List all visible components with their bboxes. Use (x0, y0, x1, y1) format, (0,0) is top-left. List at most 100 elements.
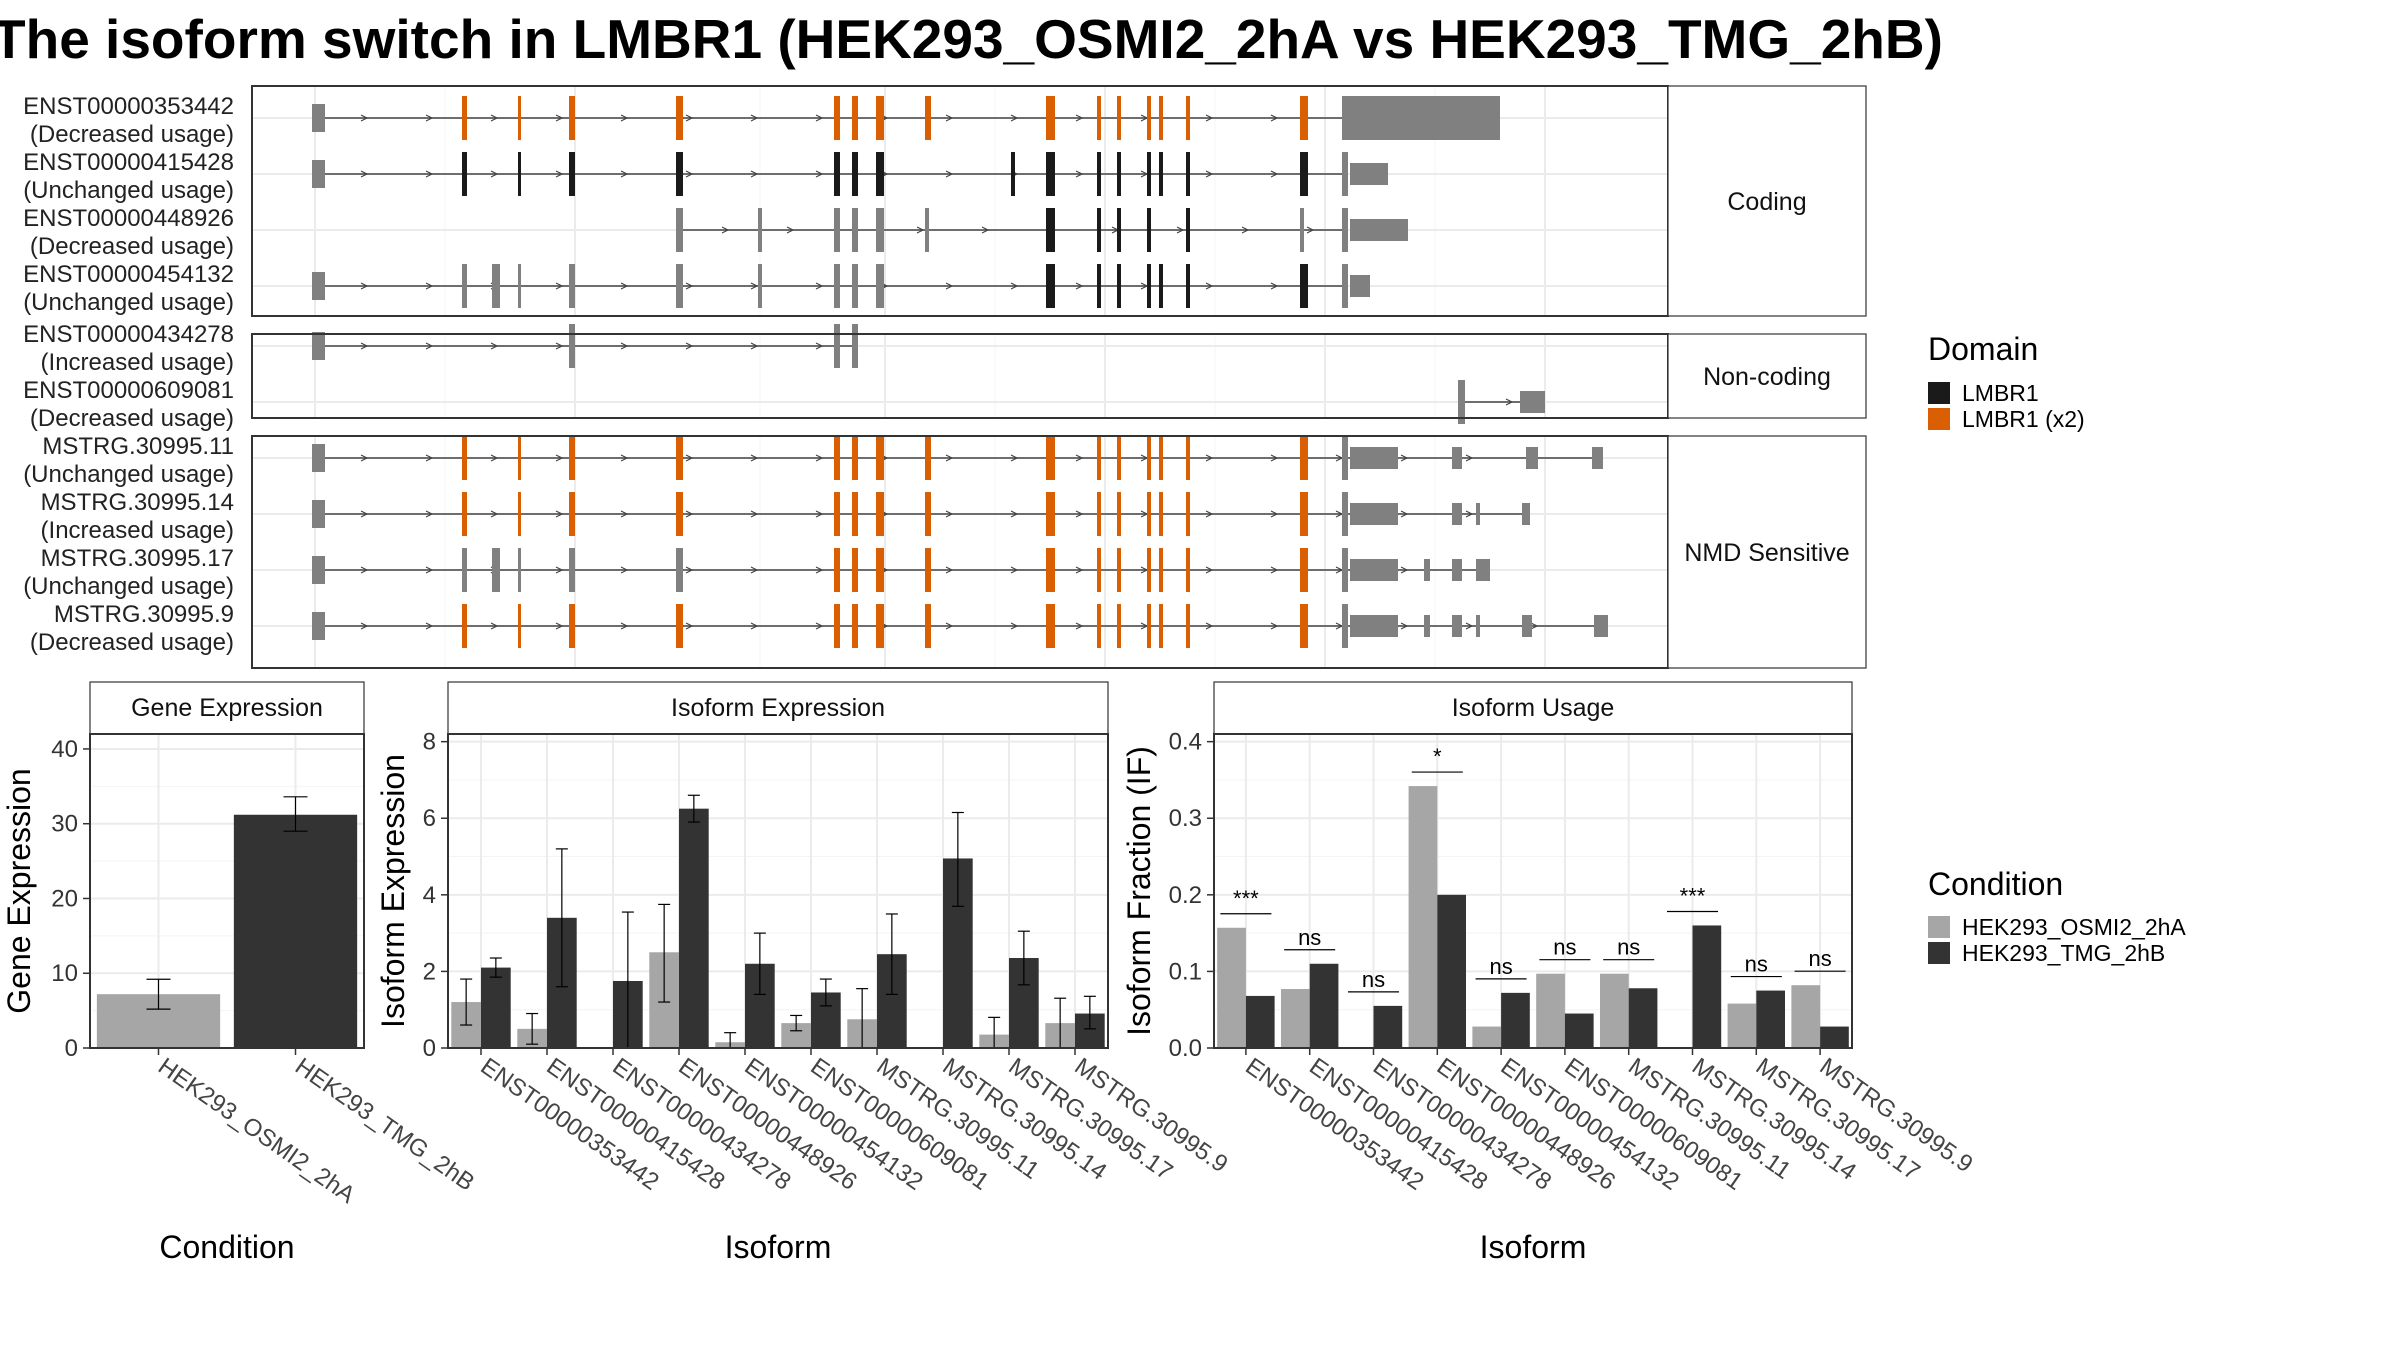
utr-exon (1424, 559, 1430, 581)
transcript-usage-label: (Unchanged usage) (23, 461, 234, 488)
exon-lmbr1-x2 (1186, 604, 1190, 648)
direction-arrow (750, 170, 759, 178)
exon-lmbr1-x2 (1117, 548, 1121, 592)
legend-condition-title: Condition (1928, 866, 2063, 902)
exon-lmbr1-x2 (518, 96, 521, 140)
transcript-id-label: ENST00000609081 (23, 377, 234, 404)
panel-border (1213, 733, 1853, 1049)
x-axis-title: Condition (159, 1229, 294, 1265)
bar (1245, 995, 1275, 1048)
error-bar (885, 913, 898, 995)
direction-arrow (1075, 170, 1084, 178)
direction-arrow (360, 282, 369, 290)
exon-lmbr1-x2 (876, 96, 884, 140)
exon-lmbr1-x2 (834, 492, 840, 536)
utr-exon (1350, 503, 1398, 525)
transcript-id-label: MSTRG.30995.17 (41, 545, 234, 572)
exon-lmbr1 (1097, 264, 1101, 308)
bar (1437, 894, 1467, 1048)
exon (876, 264, 884, 308)
transcript-usage-label: (Unchanged usage) (23, 177, 234, 204)
error-bar (489, 957, 502, 978)
direction-arrow (555, 454, 564, 462)
bar (233, 814, 358, 1048)
exon-lmbr1-x2 (834, 604, 840, 648)
exon-lmbr1 (1186, 264, 1190, 308)
exon-lmbr1-x2 (1117, 492, 1121, 536)
bar (1791, 985, 1821, 1048)
utr-exon (1350, 163, 1388, 185)
panel-strip (447, 681, 1109, 735)
exon (852, 264, 858, 308)
direction-arrow (916, 226, 925, 234)
group-strip-label: Non-coding (1703, 363, 1831, 391)
direction-arrow (1075, 114, 1084, 122)
exon-lmbr1 (1159, 264, 1163, 308)
direction-arrow (490, 170, 499, 178)
direction-arrow (1075, 282, 1084, 290)
direction-arrow (1530, 622, 1539, 630)
direction-arrow (620, 510, 629, 518)
utr-exon (1350, 559, 1398, 581)
exon (852, 208, 858, 252)
exon-lmbr1-x2 (1097, 492, 1101, 536)
y-tick-label: 0.4 (1169, 729, 1202, 756)
error-bar (1017, 930, 1030, 986)
direction-arrow (1010, 622, 1019, 630)
direction-arrow (721, 226, 730, 234)
utr-exon (1350, 107, 1500, 129)
exon (492, 548, 500, 592)
direction-arrow (786, 226, 795, 234)
transcript-id-label: ENST00000454132 (23, 261, 234, 288)
exon-lmbr1 (1117, 208, 1121, 252)
direction-arrow (1400, 454, 1409, 462)
direction-arrow (620, 342, 629, 350)
direction-arrow (750, 114, 759, 122)
exon-lmbr1-x2 (876, 604, 884, 648)
error-bar (1083, 995, 1096, 1030)
direction-arrow (1505, 398, 1514, 406)
direction-arrow (815, 622, 824, 630)
exon-lmbr1 (876, 152, 884, 196)
exon-lmbr1-x2 (1147, 492, 1151, 536)
exon (312, 332, 325, 360)
bar (481, 967, 511, 1048)
exon (1342, 436, 1348, 480)
significance-label: *** (1680, 883, 1706, 908)
y-tick-label: 0.3 (1169, 805, 1202, 832)
direction-arrow (685, 510, 694, 518)
y-tick-label: 40 (51, 736, 78, 763)
exon-lmbr1 (462, 152, 467, 196)
direction-arrow (425, 342, 434, 350)
direction-arrow (685, 282, 694, 290)
direction-arrow (1400, 622, 1409, 630)
utr-exon (1452, 447, 1462, 469)
significance-label: *** (1233, 886, 1259, 911)
transcript-id-label: ENST00000415428 (23, 149, 234, 176)
transcript-id-label: ENST00000353442 (23, 93, 234, 120)
transcript-usage-label: (Decreased usage) (30, 121, 234, 148)
transcript-row (312, 96, 1500, 140)
direction-arrow (360, 114, 369, 122)
direction-arrow (425, 454, 434, 462)
exon-lmbr1-x2 (925, 548, 931, 592)
direction-arrow (1270, 170, 1279, 178)
exon (676, 264, 683, 308)
direction-arrow (490, 622, 499, 630)
y-tick-label: 8 (423, 729, 436, 756)
direction-arrow (620, 454, 629, 462)
transcript-row (676, 208, 1408, 252)
bar (1536, 973, 1565, 1048)
panel-border (447, 733, 1109, 1049)
utr-exon (1594, 615, 1608, 637)
error-bar (283, 796, 308, 832)
exon-lmbr1-x2 (1159, 96, 1163, 140)
direction-arrow (815, 282, 824, 290)
exon-lmbr1-x2 (1159, 436, 1163, 480)
error-bar (790, 1014, 803, 1032)
exon-lmbr1-x2 (676, 436, 683, 480)
direction-arrow (1010, 454, 1019, 462)
direction-arrow (360, 622, 369, 630)
group-strip-label: Coding (1727, 188, 1806, 216)
